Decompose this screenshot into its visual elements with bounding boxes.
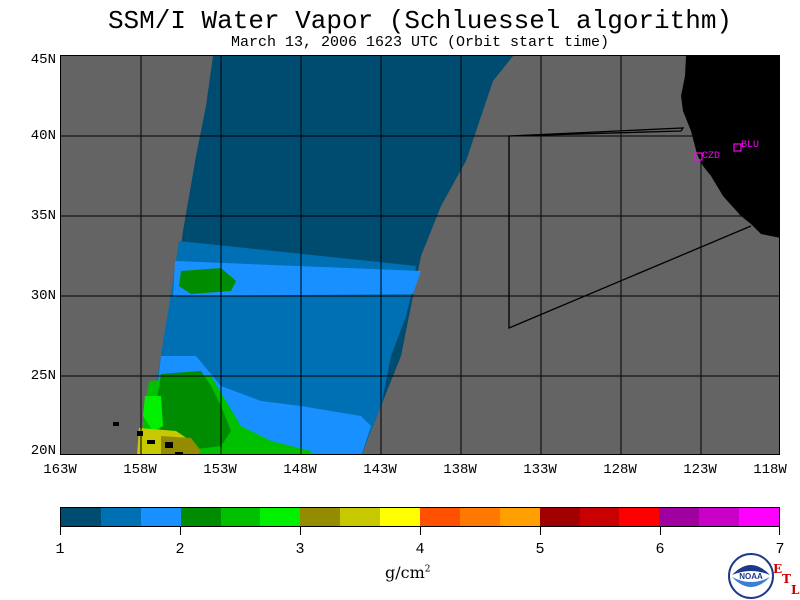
etl-letter-t: T — [782, 572, 791, 586]
station-czd-marker — [694, 152, 703, 161]
colorbar-segment-1 — [61, 508, 101, 526]
colorbar-segment-18 — [739, 508, 780, 526]
colorbar-segment-12 — [499, 508, 540, 526]
units-base: g/cm — [385, 563, 425, 582]
graticule — [61, 56, 779, 454]
island-kauai — [113, 422, 119, 426]
station-blu-marker — [733, 143, 742, 152]
etl-letter-e: E — [773, 562, 783, 576]
colorbar-tick-6 — [660, 527, 661, 535]
colorbar-segment-16 — [659, 508, 700, 526]
station-czd-label: CZD — [702, 151, 720, 162]
lon-label-163w: 163W — [43, 462, 77, 478]
colorbar-tick-2 — [180, 527, 181, 535]
colorbar-tick-7 — [779, 527, 780, 535]
colorbar-label-5: 5 — [535, 541, 545, 558]
colorbar-segment-15 — [619, 508, 660, 526]
lat-label-25n: 25N — [30, 368, 56, 384]
lat-label-40n: 40N — [30, 128, 56, 144]
swath-lime-patch — [143, 396, 163, 431]
island-molokai — [147, 440, 155, 444]
colorbar-segment-3 — [140, 508, 181, 526]
colorbar-tick-3 — [300, 527, 301, 535]
lon-label-138w: 138W — [443, 462, 477, 478]
lat-label-45n: 45N — [30, 52, 56, 68]
colorbar-segment-8 — [340, 508, 381, 526]
units-exponent: 2 — [424, 564, 431, 575]
lon-label-133w: 133W — [523, 462, 557, 478]
colorbar-label-6: 6 — [655, 541, 665, 558]
colorbar-label-3: 3 — [295, 541, 305, 558]
colorbar — [60, 507, 780, 527]
colorbar-segment-4 — [180, 508, 221, 526]
colorbar-tick-1 — [60, 527, 61, 535]
land-north-america — [681, 56, 779, 238]
land-southern-california — [751, 224, 779, 238]
colorbar-label-4: 4 — [415, 541, 425, 558]
swath-green-patch-north — [179, 268, 236, 294]
colorbar-segment-11 — [459, 508, 500, 526]
lat-label-30n: 30N — [30, 288, 56, 304]
island-oahu — [137, 431, 143, 436]
lon-label-118w: 118W — [753, 462, 787, 478]
etl-letter-l: L — [791, 583, 800, 597]
colorbar-segment-2 — [100, 508, 141, 526]
lon-label-158w: 158W — [123, 462, 157, 478]
swath-olive-patch — [161, 436, 201, 454]
colorbar-segment-6 — [260, 508, 301, 526]
colorbar-label-7: 7 — [775, 541, 785, 558]
colorbar-tick-5 — [540, 527, 541, 535]
colorbar-segment-14 — [579, 508, 620, 526]
flight-track — [508, 127, 752, 329]
island-maui — [165, 442, 173, 448]
station-blu-label: BLU — [741, 140, 759, 151]
colorbar-segment-17 — [699, 508, 740, 526]
lon-label-123w: 123W — [683, 462, 717, 478]
lat-label-20n: 20N — [30, 443, 56, 459]
map-svg: CZD BLU — [61, 56, 779, 454]
lon-label-128w: 128W — [603, 462, 637, 478]
colorbar-segment-13 — [539, 508, 580, 526]
swath-bright-blue-band — [173, 261, 421, 296]
water-vapor-map: CZD BLU — [60, 55, 780, 455]
lon-label-148w: 148W — [283, 462, 317, 478]
chart-subtitle: March 13, 2006 1623 UTC (Orbit start tim… — [230, 34, 610, 51]
colorbar-segment-9 — [380, 508, 421, 526]
lat-label-35n: 35N — [30, 208, 56, 224]
lon-label-143w: 143W — [363, 462, 397, 478]
lon-label-153w: 153W — [203, 462, 237, 478]
noaa-logo-text: NOAA — [739, 572, 763, 581]
colorbar-segment-10 — [420, 508, 460, 526]
noaa-logo: NOAA — [728, 553, 774, 599]
chart-title: SSM/I Water Vapor (Schluessel algorithm) — [107, 6, 733, 36]
colorbar-segment-5 — [220, 508, 261, 526]
island-hawaii — [175, 452, 183, 454]
colorbar-label-1: 1 — [55, 541, 65, 558]
colorbar-segment-7 — [300, 508, 341, 526]
colorbar-units: g/cm2 — [385, 563, 431, 582]
colorbar-label-2: 2 — [175, 541, 185, 558]
colorbar-tick-4 — [420, 527, 421, 535]
